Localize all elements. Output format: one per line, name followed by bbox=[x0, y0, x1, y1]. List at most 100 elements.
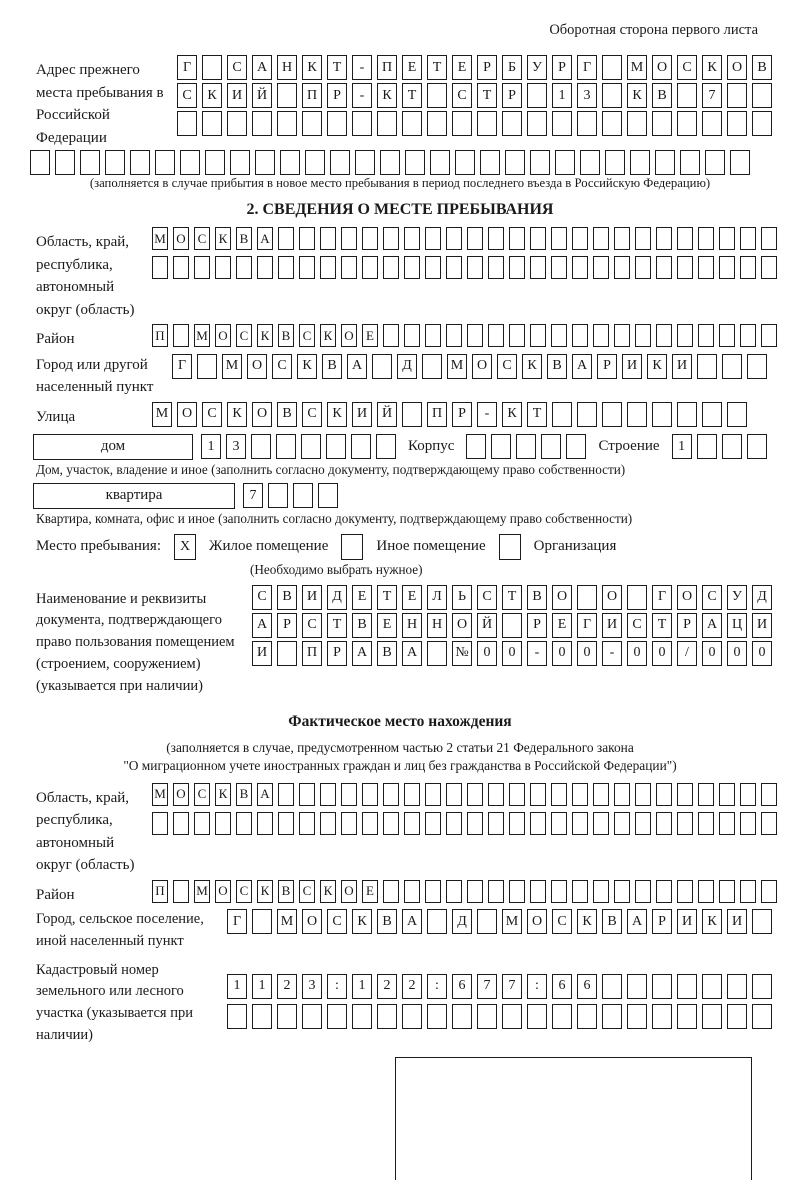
char-cell[interactable]: М bbox=[447, 353, 467, 379]
char-cell[interactable]: И bbox=[727, 909, 747, 935]
char-cell[interactable] bbox=[516, 434, 537, 460]
char-cell[interactable] bbox=[177, 111, 197, 136]
char-cell[interactable]: О bbox=[677, 584, 697, 610]
char-cell[interactable] bbox=[761, 782, 777, 806]
char-cell[interactable] bbox=[488, 324, 504, 348]
char-cell[interactable] bbox=[698, 811, 714, 835]
char-cell[interactable] bbox=[719, 811, 735, 835]
char-cell[interactable]: 0 bbox=[477, 640, 497, 666]
char-cell[interactable]: О bbox=[452, 612, 472, 638]
char-cell[interactable]: 1 bbox=[252, 973, 272, 999]
char-cell[interactable] bbox=[402, 401, 422, 427]
char-cell[interactable] bbox=[202, 111, 222, 136]
char-cell[interactable] bbox=[702, 111, 722, 136]
char-cell[interactable]: Т bbox=[652, 612, 672, 638]
char-cell[interactable]: Т bbox=[327, 612, 347, 638]
char-cell[interactable]: Л bbox=[427, 584, 447, 610]
char-cell[interactable] bbox=[205, 150, 225, 175]
char-cell[interactable] bbox=[727, 973, 747, 999]
char-cell[interactable] bbox=[278, 811, 294, 835]
char-cell[interactable] bbox=[551, 782, 567, 806]
char-cell[interactable] bbox=[530, 879, 546, 903]
char-cell[interactable]: В bbox=[652, 83, 672, 108]
char-cell[interactable] bbox=[227, 111, 247, 136]
char-cell[interactable]: В bbox=[547, 353, 567, 379]
char-cell[interactable]: 3 bbox=[577, 83, 597, 108]
char-cell[interactable] bbox=[752, 83, 772, 108]
char-cell[interactable] bbox=[255, 150, 275, 175]
char-cell[interactable] bbox=[727, 1003, 747, 1029]
char-cell[interactable]: № bbox=[452, 640, 472, 666]
char-cell[interactable] bbox=[635, 782, 651, 806]
char-cell[interactable] bbox=[327, 111, 347, 136]
char-cell[interactable] bbox=[377, 111, 397, 136]
char-cell[interactable] bbox=[427, 640, 447, 666]
char-cell[interactable] bbox=[656, 227, 672, 251]
char-cell[interactable] bbox=[614, 256, 630, 280]
char-cell[interactable]: О bbox=[652, 55, 672, 80]
char-cell[interactable] bbox=[602, 83, 622, 108]
char-cell[interactable]: П bbox=[302, 83, 322, 108]
char-cell[interactable] bbox=[477, 909, 497, 935]
char-cell[interactable]: Т bbox=[402, 83, 422, 108]
char-cell[interactable] bbox=[425, 227, 441, 251]
char-cell[interactable]: О bbox=[215, 879, 231, 903]
char-cell[interactable] bbox=[215, 811, 231, 835]
char-cell[interactable] bbox=[572, 782, 588, 806]
char-cell[interactable] bbox=[551, 256, 567, 280]
char-cell[interactable]: О bbox=[472, 353, 492, 379]
char-cell[interactable]: И bbox=[252, 640, 272, 666]
char-cell[interactable] bbox=[383, 324, 399, 348]
char-cell[interactable] bbox=[455, 150, 475, 175]
char-cell[interactable]: 3 bbox=[302, 973, 322, 999]
char-cell[interactable] bbox=[593, 324, 609, 348]
char-cell[interactable] bbox=[425, 256, 441, 280]
char-cell[interactable] bbox=[488, 782, 504, 806]
char-cell[interactable] bbox=[602, 401, 622, 427]
char-cell[interactable]: А bbox=[402, 909, 422, 935]
char-cell[interactable] bbox=[351, 434, 371, 460]
char-cell[interactable] bbox=[477, 111, 497, 136]
char-cell[interactable]: А bbox=[252, 55, 272, 80]
char-cell[interactable]: С bbox=[627, 612, 647, 638]
char-cell[interactable]: 2 bbox=[277, 973, 297, 999]
char-cell[interactable] bbox=[252, 111, 272, 136]
char-cell[interactable] bbox=[480, 150, 500, 175]
char-cell[interactable]: Д bbox=[452, 909, 472, 935]
char-cell[interactable] bbox=[527, 83, 547, 108]
char-cell[interactable] bbox=[602, 55, 622, 80]
char-cell[interactable] bbox=[404, 782, 420, 806]
char-cell[interactable] bbox=[355, 150, 375, 175]
char-cell[interactable] bbox=[362, 256, 378, 280]
char-cell[interactable] bbox=[268, 483, 288, 509]
char-cell[interactable] bbox=[326, 434, 346, 460]
char-cell[interactable] bbox=[698, 227, 714, 251]
char-cell[interactable]: Г bbox=[177, 55, 197, 80]
char-cell[interactable]: К bbox=[215, 782, 231, 806]
char-cell[interactable] bbox=[404, 811, 420, 835]
char-cell[interactable]: 0 bbox=[702, 640, 722, 666]
char-cell[interactable]: С bbox=[702, 584, 722, 610]
char-cell[interactable] bbox=[593, 227, 609, 251]
char-cell[interactable]: С bbox=[202, 401, 222, 427]
char-cell[interactable]: О bbox=[727, 55, 747, 80]
char-cell[interactable]: 1 bbox=[227, 973, 247, 999]
char-cell[interactable] bbox=[299, 782, 315, 806]
char-cell[interactable]: К bbox=[702, 909, 722, 935]
char-cell[interactable] bbox=[341, 811, 357, 835]
char-cell[interactable]: К bbox=[627, 83, 647, 108]
char-cell[interactable] bbox=[527, 111, 547, 136]
char-cell[interactable]: И bbox=[752, 612, 772, 638]
char-cell[interactable] bbox=[488, 811, 504, 835]
char-cell[interactable]: К bbox=[320, 879, 336, 903]
char-cell[interactable]: К bbox=[352, 909, 372, 935]
char-cell[interactable]: Т bbox=[327, 55, 347, 80]
char-cell[interactable] bbox=[383, 256, 399, 280]
char-cell[interactable]: И bbox=[352, 401, 372, 427]
char-cell[interactable]: У bbox=[527, 55, 547, 80]
char-cell[interactable] bbox=[402, 111, 422, 136]
stay-type-residential-checkbox[interactable]: X bbox=[174, 533, 196, 560]
char-cell[interactable] bbox=[530, 150, 550, 175]
char-cell[interactable] bbox=[698, 879, 714, 903]
char-cell[interactable]: 0 bbox=[727, 640, 747, 666]
